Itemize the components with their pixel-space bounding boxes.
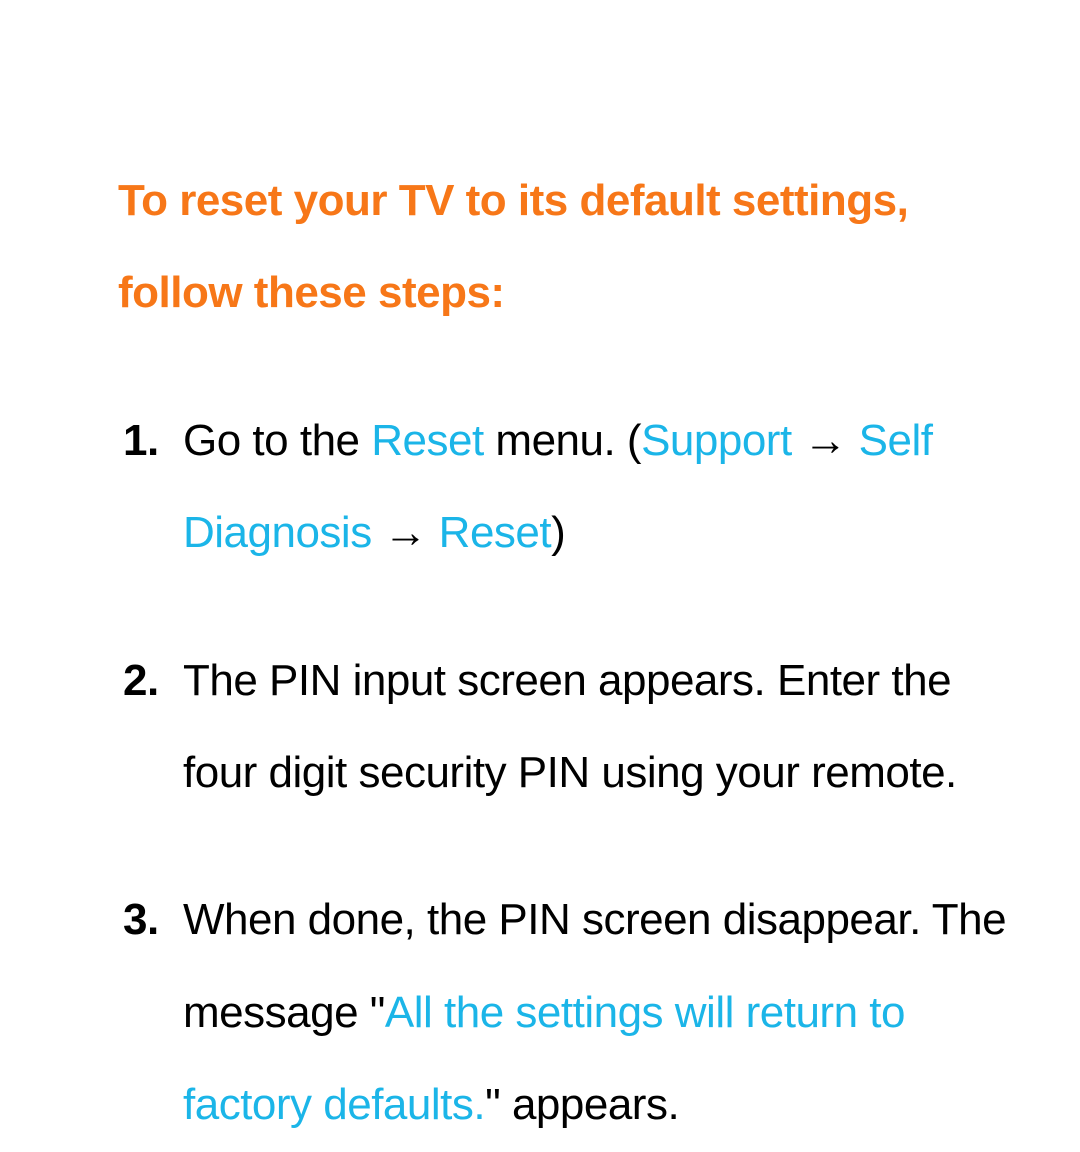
step-1-reset-path: Reset <box>439 508 551 557</box>
step-3: When done, the PIN screen disappear. The… <box>118 874 1035 1151</box>
step-2-text: The PIN input screen appears. Enter the … <box>183 656 957 797</box>
arrow-icon: → <box>372 508 439 557</box>
step-1-reset-menu: Reset <box>371 416 483 465</box>
step-1: Go to the Reset menu. (Support → Self Di… <box>118 395 1035 580</box>
step-3-text-post: " appears. <box>485 1080 679 1129</box>
steps-list: Go to the Reset menu. (Support → Self Di… <box>118 395 1035 1152</box>
instruction-heading: To reset your TV to its default settings… <box>118 155 1035 340</box>
step-2: The PIN input screen appears. Enter the … <box>118 635 1035 820</box>
step-1-support: Support <box>641 416 792 465</box>
step-1-text-mid1: menu. ( <box>484 416 641 465</box>
arrow-icon: → <box>792 416 859 465</box>
step-1-text-pre: Go to the <box>183 416 371 465</box>
step-1-text-post: ) <box>551 508 565 557</box>
